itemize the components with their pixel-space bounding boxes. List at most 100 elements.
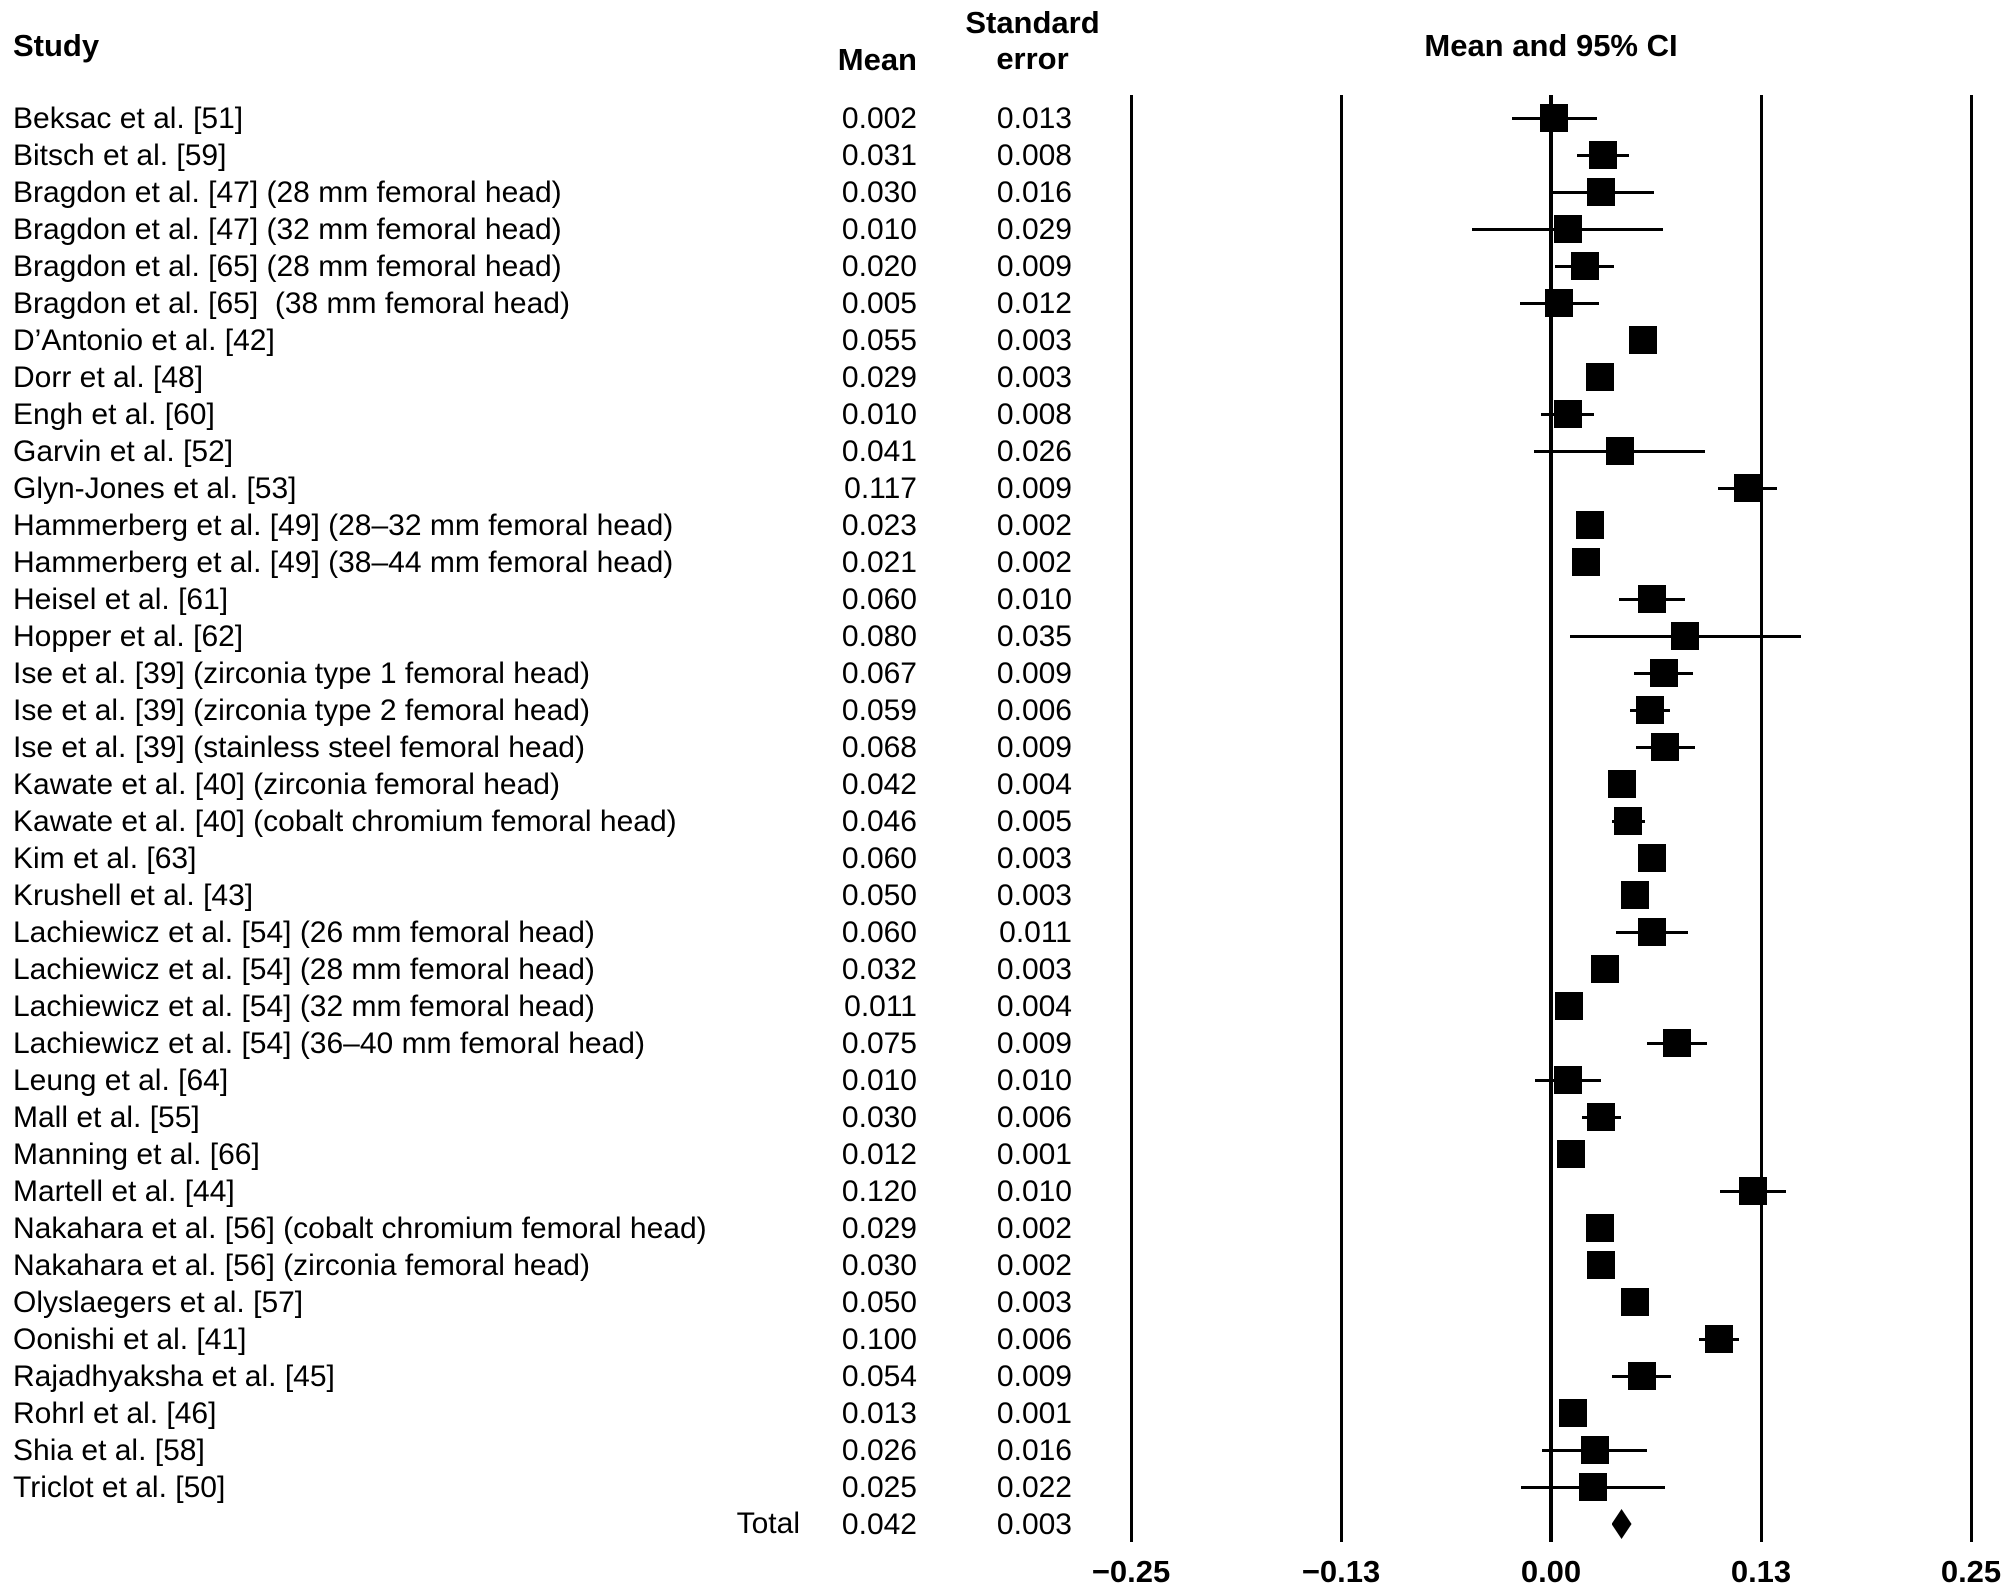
study-label: Hammerberg et al. [49] (38–44 mm femoral… <box>13 545 674 579</box>
mean-marker <box>1705 1325 1733 1353</box>
mean-value: 0.010 <box>841 397 917 431</box>
se-value: 0.001 <box>996 1396 1072 1430</box>
se-value: 0.003 <box>996 878 1072 912</box>
total-mean-value: 0.042 <box>841 1507 917 1541</box>
axis-gridline <box>1549 95 1553 1542</box>
axis-tick-label: 0.00 <box>1520 1554 1582 1589</box>
study-label: Dorr et al. [48] <box>13 360 204 394</box>
mean-value: 0.030 <box>841 1248 917 1282</box>
se-value: 0.035 <box>996 619 1072 653</box>
mean-value: 0.005 <box>841 286 917 320</box>
study-label: Krushell et al. [43] <box>13 878 254 912</box>
mean-marker <box>1621 881 1649 909</box>
study-label: D’Antonio et al. [42] <box>13 323 275 357</box>
study-label: Heisel et al. [61] <box>13 582 229 616</box>
mean-marker <box>1557 1140 1586 1168</box>
mean-marker <box>1585 1214 1614 1242</box>
study-label: Bragdon et al. [47] (28 mm femoral head) <box>13 175 562 209</box>
study-label: Mall et al. [55] <box>13 1100 200 1134</box>
mean-value: 0.030 <box>841 175 917 209</box>
study-label: Manning et al. [66] <box>13 1137 260 1171</box>
mean-value: 0.031 <box>841 138 917 172</box>
axis-tick-label: 0.25 <box>1940 1554 2002 1589</box>
se-value: 0.002 <box>996 1211 1072 1245</box>
mean-value: 0.021 <box>841 545 917 579</box>
study-label: Lachiewicz et al. [54] (32 mm femoral he… <box>13 989 595 1023</box>
mean-marker <box>1589 141 1618 169</box>
se-value: 0.008 <box>996 138 1072 172</box>
mean-marker <box>1590 955 1619 983</box>
se-value: 0.009 <box>996 471 1072 505</box>
se-value: 0.006 <box>996 693 1072 727</box>
study-label: Lachiewicz et al. [54] (28 mm femoral he… <box>13 952 595 986</box>
se-value: 0.006 <box>996 1100 1072 1134</box>
mean-value: 0.030 <box>841 1100 917 1134</box>
axis-gridline <box>1129 95 1133 1542</box>
mean-value: 0.026 <box>841 1433 917 1467</box>
study-label: Oonishi et al. [41] <box>13 1322 247 1356</box>
se-value: 0.002 <box>996 508 1072 542</box>
study-label: Bragdon et al. [47] (32 mm femoral head) <box>13 212 562 246</box>
mean-value: 0.046 <box>841 804 917 838</box>
axis-gridline <box>1759 95 1763 1542</box>
mean-marker <box>1587 1103 1616 1131</box>
mean-value: 0.029 <box>841 360 917 394</box>
se-value: 0.013 <box>996 101 1072 135</box>
se-value: 0.029 <box>996 212 1072 246</box>
se-value: 0.022 <box>996 1470 1072 1504</box>
mean-marker <box>1663 1029 1691 1057</box>
mean-marker <box>1671 622 1700 650</box>
mean-marker <box>1553 215 1582 243</box>
study-label: Lachiewicz et al. [54] (26 mm femoral he… <box>13 915 595 949</box>
mean-marker <box>1579 1473 1607 1501</box>
mean-value: 0.060 <box>841 915 917 949</box>
mean-value: 0.060 <box>841 841 917 875</box>
mean-marker <box>1738 1177 1767 1205</box>
mean-value: 0.041 <box>841 434 917 468</box>
se-value: 0.005 <box>996 804 1072 838</box>
mean-marker <box>1733 474 1762 502</box>
study-label: Hammerberg et al. [49] (28–32 mm femoral… <box>13 508 674 542</box>
se-value: 0.002 <box>996 545 1072 579</box>
mean-marker <box>1575 511 1604 539</box>
study-label: Bragdon et al. [65] (38 mm femoral head) <box>13 286 570 320</box>
se-value: 0.003 <box>996 952 1072 986</box>
mean-value: 0.054 <box>841 1359 917 1393</box>
se-value: 0.001 <box>996 1137 1072 1171</box>
se-value: 0.003 <box>996 323 1072 357</box>
total-diamond <box>1611 1509 1632 1539</box>
total-label: Total <box>736 1507 800 1540</box>
mean-value: 0.055 <box>841 323 917 357</box>
axis-gridline <box>1339 95 1343 1542</box>
se-value: 0.009 <box>996 249 1072 283</box>
se-value: 0.003 <box>996 1285 1072 1319</box>
mean-marker <box>1553 1066 1582 1094</box>
study-label: Bitsch et al. [59] <box>13 138 227 172</box>
study-label: Ise et al. [39] (zirconia type 2 femoral… <box>13 693 590 727</box>
se-value: 0.026 <box>996 434 1072 468</box>
study-label: Leung et al. [64] <box>13 1063 229 1097</box>
mean-value: 0.023 <box>841 508 917 542</box>
axis-tick-label: 0.13 <box>1730 1554 1792 1589</box>
mean-value: 0.120 <box>841 1174 917 1208</box>
study-label: Martell et al. [44] <box>13 1174 235 1208</box>
study-label: Bragdon et al. [65] (28 mm femoral head) <box>13 249 562 283</box>
mean-marker <box>1637 585 1666 613</box>
axis-tick-label: −0.25 <box>1091 1554 1171 1589</box>
mean-value: 0.032 <box>841 952 917 986</box>
se-value: 0.016 <box>996 1433 1072 1467</box>
mean-value: 0.100 <box>841 1322 917 1356</box>
mean-value: 0.002 <box>841 101 917 135</box>
study-label: Triclot et al. [50] <box>13 1470 226 1504</box>
se-value: 0.010 <box>996 1174 1072 1208</box>
standard-error-header-line2: error <box>996 41 1069 76</box>
mean-marker <box>1545 289 1574 317</box>
mean-marker <box>1621 1288 1649 1316</box>
mean-value: 0.010 <box>841 1063 917 1097</box>
mean-value: 0.012 <box>841 1137 917 1171</box>
mean-marker <box>1605 437 1634 465</box>
se-value: 0.004 <box>996 767 1072 801</box>
study-label: Shia et al. [58] <box>13 1433 205 1467</box>
mean-value: 0.075 <box>841 1026 917 1060</box>
